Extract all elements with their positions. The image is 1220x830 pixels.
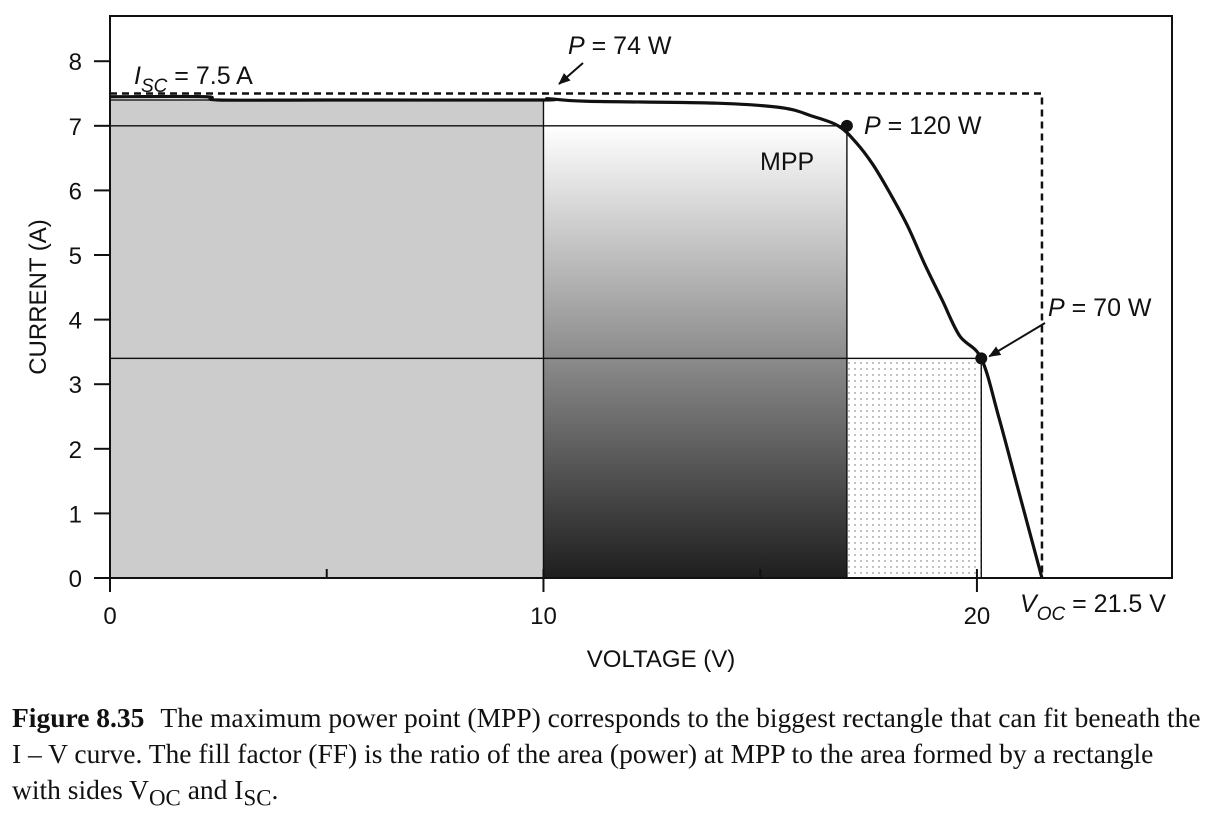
y-tick-label-4: 4 [69, 308, 82, 335]
p70-annotation: P = 70 W [1048, 294, 1152, 322]
y-tick-label-2: 2 [69, 437, 82, 464]
x-tick-label-10: 10 [530, 603, 557, 630]
figure-caption: Figure 8.35 The maximum power point (MPP)… [12, 700, 1208, 817]
caption-middle: and I [180, 774, 244, 805]
axis-ticks: 0 1 2 3 4 5 6 7 8 0 10 20 [69, 49, 991, 630]
annotations: ISC = 7.5 A P = 74 W P = 120 W P = 70 W VOC … [134, 32, 1166, 625]
caption-number: Figure 8.35 [12, 702, 145, 733]
y-tick-label-0: 0 [69, 566, 82, 593]
data-points [840, 119, 988, 365]
point-p70 [975, 352, 988, 365]
y-tick-label-5: 5 [69, 243, 82, 270]
isc-annotation: ISC = 7.5 A [134, 62, 253, 97]
y-tick-label-3: 3 [69, 372, 82, 399]
x-tick-label-20: 20 [964, 603, 991, 630]
y-tick-label-7: 7 [69, 114, 82, 141]
caption-text: The maximum power point (MPP) correspond… [12, 702, 1201, 805]
voc-isc-reference-box [110, 92, 1044, 578]
p74-annotation: P = 74 W [568, 32, 672, 60]
plot-frame [109, 15, 1173, 579]
y-tick-label-6: 6 [69, 178, 82, 205]
point-mpp [840, 119, 853, 132]
power-rect-1 [543, 125, 847, 578]
caption-voc-sub: OC [149, 785, 181, 811]
voc-isc-dashed-box [110, 92, 1044, 578]
x-tick-label-0: 0 [103, 603, 116, 630]
p120-annotation: P = 120 W [864, 112, 982, 140]
caption-isc-sub: SC [243, 785, 272, 811]
p70-arrow [988, 322, 1046, 358]
iv-curve-chart: 0 1 2 3 4 5 6 7 8 0 10 20 ISC = 7.5 A P = 74 W P = 12… [25, 15, 1173, 673]
y-tick-label-1: 1 [69, 501, 82, 528]
power-rect-0 [110, 99, 544, 578]
caption-end: . [271, 774, 279, 805]
power-rectangles [109, 99, 982, 579]
p74-arrow [558, 62, 584, 85]
y-tick-label-8: 8 [69, 49, 82, 76]
y-axis-label: CURRENT (A) [25, 219, 52, 375]
voc-annotation: VOC = 21.5 V [1020, 590, 1166, 625]
mpp-label: MPP [760, 148, 814, 176]
power-rect-2 [846, 358, 982, 578]
x-axis-label: VOLTAGE (V) [587, 646, 735, 673]
